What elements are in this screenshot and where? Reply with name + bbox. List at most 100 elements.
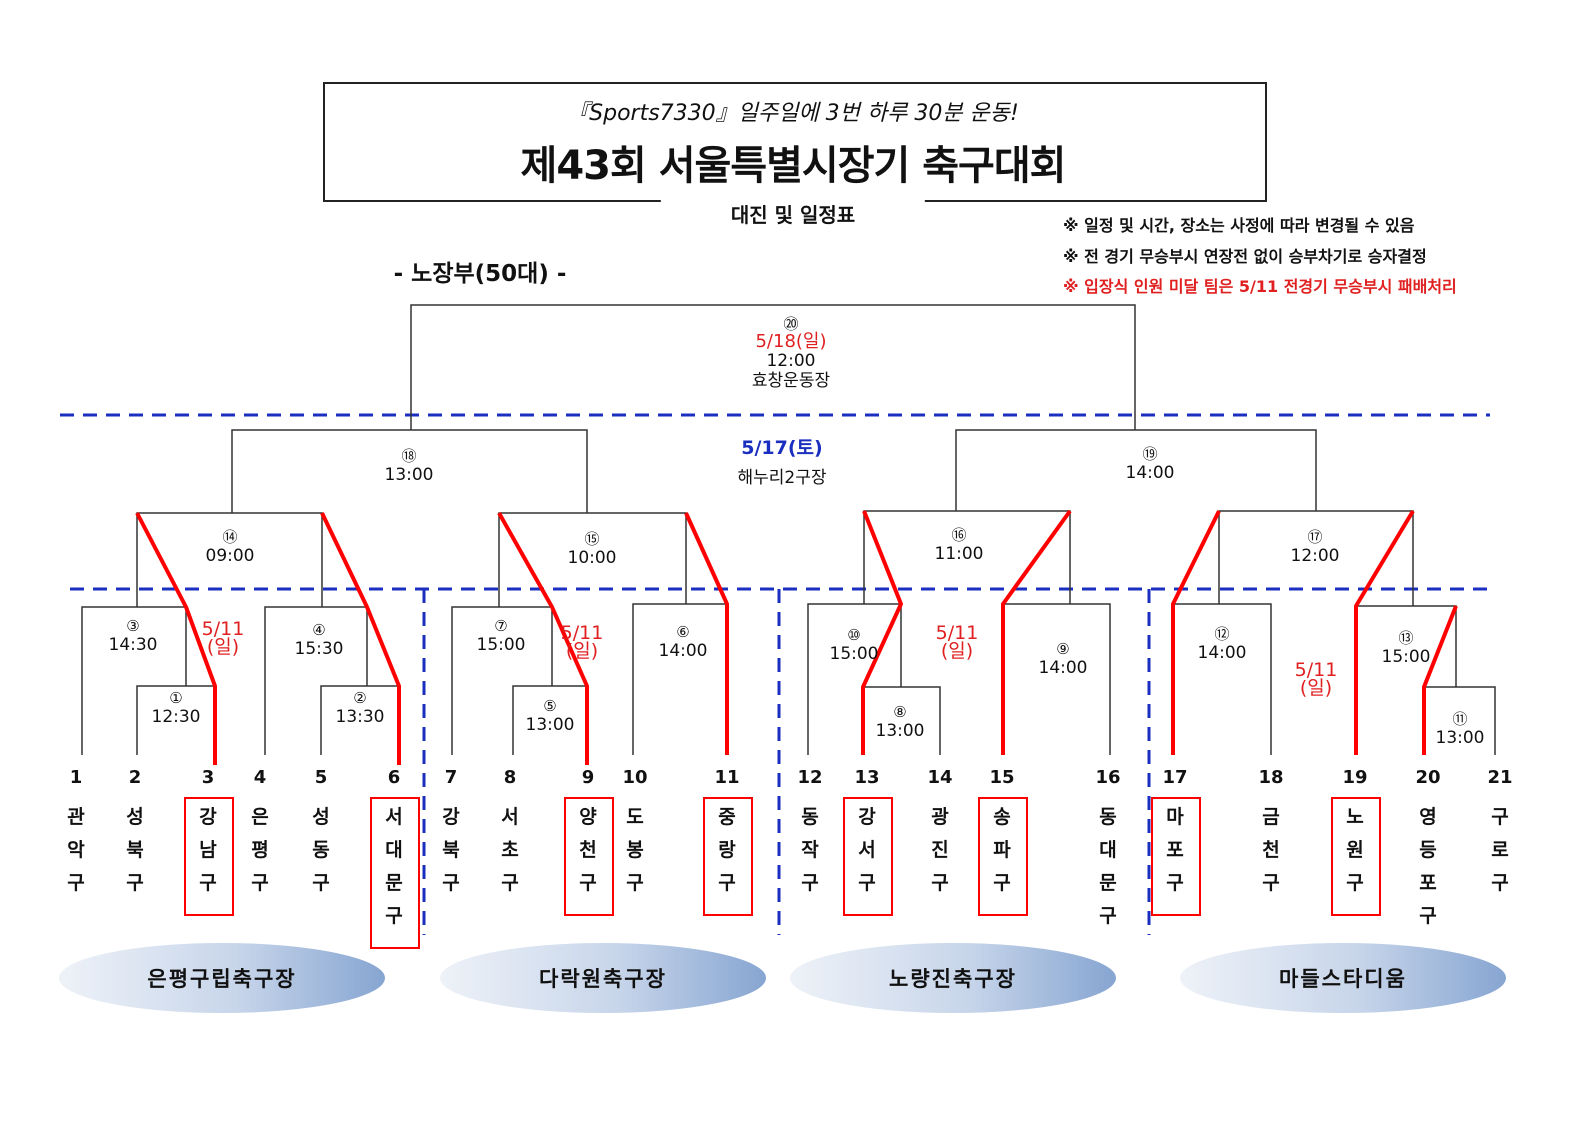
winner-path-8 bbox=[1354, 509, 1415, 755]
bracket-line-match-16 bbox=[863, 510, 1071, 604]
team-name: 구로구 bbox=[1491, 806, 1509, 894]
match-number: ⑲ bbox=[1142, 445, 1158, 463]
winner-path-3 bbox=[497, 512, 589, 765]
match-label: ① 12:30 bbox=[152, 689, 201, 728]
team-name: 강북구 bbox=[442, 806, 460, 894]
match-time: 13:00 bbox=[525, 715, 575, 735]
team-name: 영등포구 bbox=[1419, 806, 1437, 927]
bracket-line-match-14 bbox=[136, 512, 323, 607]
team-number: 4 bbox=[253, 767, 267, 788]
round1-day: (일) bbox=[565, 640, 599, 662]
match-time: 14:30 bbox=[108, 635, 158, 655]
team-name: 양천구 bbox=[579, 806, 597, 894]
match-number: ① bbox=[169, 689, 183, 707]
advancing-team-box bbox=[1331, 797, 1381, 916]
bracket-line-match-9 bbox=[1002, 603, 1111, 755]
round1-date-label: 5/11 (일) bbox=[936, 624, 979, 661]
venue-label: 다락원축구장 bbox=[440, 943, 766, 1013]
note-3: ※ 입장식 인원 미달 팀은 5/11 전경기 무승부시 패배처리 bbox=[1063, 277, 1457, 296]
match-label: ⑧ 13:00 bbox=[876, 704, 925, 742]
advancing-team-box bbox=[843, 797, 893, 916]
team-name: 동작구 bbox=[801, 806, 819, 894]
match-label: ⑤ 13:00 bbox=[525, 697, 575, 736]
team-name: 송파구 bbox=[993, 806, 1011, 894]
match-label: ③ 14:30 bbox=[108, 617, 158, 656]
team-number: 16 bbox=[1095, 767, 1121, 788]
match-time: 14:00 bbox=[1125, 463, 1175, 483]
round1-date-label: 5/11 (일) bbox=[201, 618, 245, 658]
team-name: 동대문구 bbox=[1099, 806, 1117, 927]
semi-venue: 해누리2구장 bbox=[737, 468, 827, 488]
round1-day: (일) bbox=[206, 636, 240, 658]
match-time: 09:00 bbox=[205, 546, 255, 566]
match-label: ⑱ 13:00 bbox=[384, 447, 434, 486]
page-title: 제43회 서울특별시장기 축구대회 bbox=[520, 143, 1067, 189]
note-1: ※ 일정 및 시간, 장소는 사정에 따라 변경될 수 있음 bbox=[1063, 216, 1415, 235]
team-number: 15 bbox=[989, 767, 1015, 788]
team-name: 강서구 bbox=[858, 806, 876, 894]
winner-path-2 bbox=[320, 512, 401, 765]
winner-path-9 bbox=[1422, 605, 1458, 755]
match-time: 13:00 bbox=[384, 465, 434, 485]
winner-path-1 bbox=[135, 512, 217, 765]
match-label: ⑪ 13:00 bbox=[1435, 711, 1485, 749]
match-label: ⑯ 11:00 bbox=[934, 526, 984, 565]
match-time: 14:00 bbox=[1038, 658, 1088, 678]
match-number: ⑥ bbox=[676, 623, 690, 641]
match-time: 13:30 bbox=[335, 707, 385, 727]
advancing-team-box bbox=[978, 797, 1028, 916]
match-number: ③ bbox=[126, 617, 140, 635]
advancing-team-box bbox=[1151, 797, 1201, 916]
team-name: 광진구 bbox=[931, 806, 949, 894]
match-label: ⑬ 15:00 bbox=[1382, 630, 1431, 668]
match-label: ⑦ 15:00 bbox=[476, 618, 526, 656]
division-label: - 노장부(50대) - bbox=[393, 261, 567, 287]
final-time: 12:00 bbox=[766, 351, 816, 371]
bracket-line-match-4 bbox=[264, 606, 368, 755]
round1-date: 5/11 bbox=[1294, 659, 1338, 681]
match-number: ⑯ bbox=[951, 526, 967, 544]
team-number: 20 bbox=[1415, 767, 1441, 788]
bracket-line-match-15 bbox=[498, 512, 687, 607]
match-time: 10:00 bbox=[567, 548, 617, 568]
match-time: 11:00 bbox=[934, 544, 984, 564]
advancing-team-box bbox=[184, 797, 234, 916]
match-time: 15:00 bbox=[476, 635, 526, 655]
match-label: ⑥ 14:00 bbox=[658, 623, 708, 662]
team-number: 21 bbox=[1487, 767, 1513, 788]
match-number: ⑨ bbox=[1056, 640, 1070, 658]
advancing-team-box bbox=[370, 797, 420, 949]
match-number: ⑫ bbox=[1214, 625, 1230, 643]
match-number: ⑩ bbox=[847, 626, 861, 644]
round1-date-label: 5/11 (일) bbox=[561, 624, 604, 662]
slogan: 『Sports7330』일주일에 3번 하루 30분 운동! bbox=[567, 101, 1019, 126]
advancing-team-box bbox=[703, 797, 753, 916]
match-label: ⑭ 09:00 bbox=[205, 529, 255, 567]
team-name: 서대문구 bbox=[385, 806, 403, 927]
winner-path-6 bbox=[1001, 509, 1072, 755]
team-number: 18 bbox=[1258, 767, 1284, 788]
match-time: 13:00 bbox=[1435, 728, 1485, 748]
match-number: ⑤ bbox=[543, 697, 557, 715]
match-time: 12:00 bbox=[1290, 546, 1340, 566]
team-number: 7 bbox=[444, 767, 458, 788]
team-name: 중랑구 bbox=[718, 806, 736, 894]
bracket-line-match-20 bbox=[410, 304, 1136, 430]
bracket-line-match-10 bbox=[807, 603, 902, 755]
match-number: ② bbox=[353, 689, 367, 707]
team-number: 14 bbox=[927, 767, 953, 788]
match-time: 14:00 bbox=[1197, 643, 1247, 663]
team-name: 은평구 bbox=[251, 806, 269, 894]
winner-path-4 bbox=[684, 512, 729, 755]
team-number: 11 bbox=[714, 767, 740, 788]
bracket-line-match-7 bbox=[451, 606, 553, 755]
round1-date: 5/11 bbox=[201, 618, 245, 640]
match-number: ⑱ bbox=[401, 447, 417, 465]
team-name: 도봉구 bbox=[626, 806, 644, 894]
match-time: 14:00 bbox=[658, 641, 708, 661]
match-label: ⑮ 10:00 bbox=[567, 531, 617, 569]
team-number: 17 bbox=[1162, 767, 1188, 788]
team-number: 19 bbox=[1342, 767, 1368, 788]
bracket-line-match-3 bbox=[81, 606, 187, 755]
